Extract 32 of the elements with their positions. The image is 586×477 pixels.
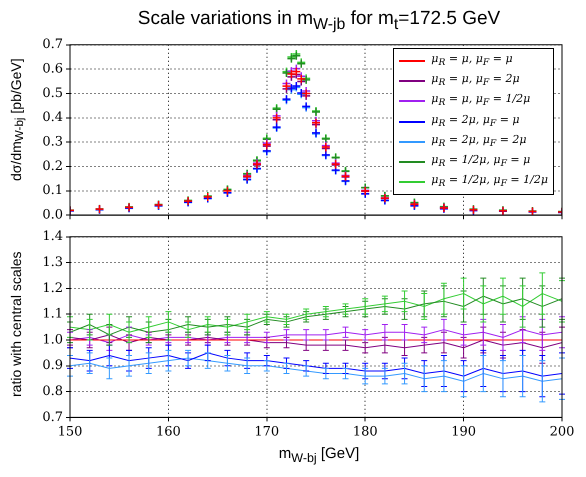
y-tick-label: 0.3: [42, 134, 63, 150]
y-tick-label: 0.2: [42, 158, 63, 174]
y-tick-label: 0.1: [42, 183, 63, 198]
chart-title: Scale variations in m$_{W-jb}$ for m$_{t}$=172.5 GeV: [136, 8, 502, 34]
x-tick-label: 180: [352, 424, 378, 440]
y-tick-label: 0.7: [42, 410, 63, 425]
x-tick-label: 160: [156, 424, 181, 440]
x-tick-label: 170: [254, 424, 280, 440]
legend-label: μ$_{R}$ = 1/2μ, μ$_{F}$ = μ: [431, 152, 530, 172]
x-axis-title: m$_{W-bj}$ [GeV]: [278, 445, 360, 465]
legend-label: μ$_{R}$ = 1/2μ, μ$_{F}$ = 1/2μ: [431, 172, 548, 192]
y-tick-label: 0.4: [42, 110, 63, 126]
y-tick-label: 0.8: [42, 384, 63, 399]
y-tick-label: 1.1: [42, 306, 63, 322]
legend-label: μ$_{R}$ = μ, μ$_{F}$ = μ: [431, 51, 513, 70]
x-tick-label: 150: [58, 424, 82, 440]
y-tick-label: 1.3: [42, 254, 63, 270]
y-tick-label: 0.5: [42, 86, 63, 101]
x-tick-label: 190: [451, 424, 476, 440]
y-tick-label: 0.6: [42, 62, 63, 77]
y-tick-label: 0.0: [42, 208, 63, 223]
y-tick-label: 1.0: [42, 332, 63, 348]
legend-label: μ$_{R}$ = 2μ, μ$_{F}$ = 2μ: [431, 132, 527, 151]
y-axis-title: ratio with central scales: [8, 250, 25, 400]
legend-label: μ$_{R}$ = μ, μ$_{F}$ = 2μ: [431, 71, 520, 90]
y-tick-label: 0.7: [42, 37, 63, 52]
x-tick-label: 200: [550, 424, 574, 440]
y-tick-label: 0.9: [42, 358, 63, 374]
y-tick-label: 1.4: [42, 229, 63, 244]
legend-label: μ$_{R}$ = μ, μ$_{F}$ = 1/2μ: [431, 91, 530, 111]
y-tick-label: 1.2: [42, 280, 63, 296]
legend-label: μ$_{R}$ = 2μ, μ$_{F}$ = μ: [431, 112, 520, 131]
